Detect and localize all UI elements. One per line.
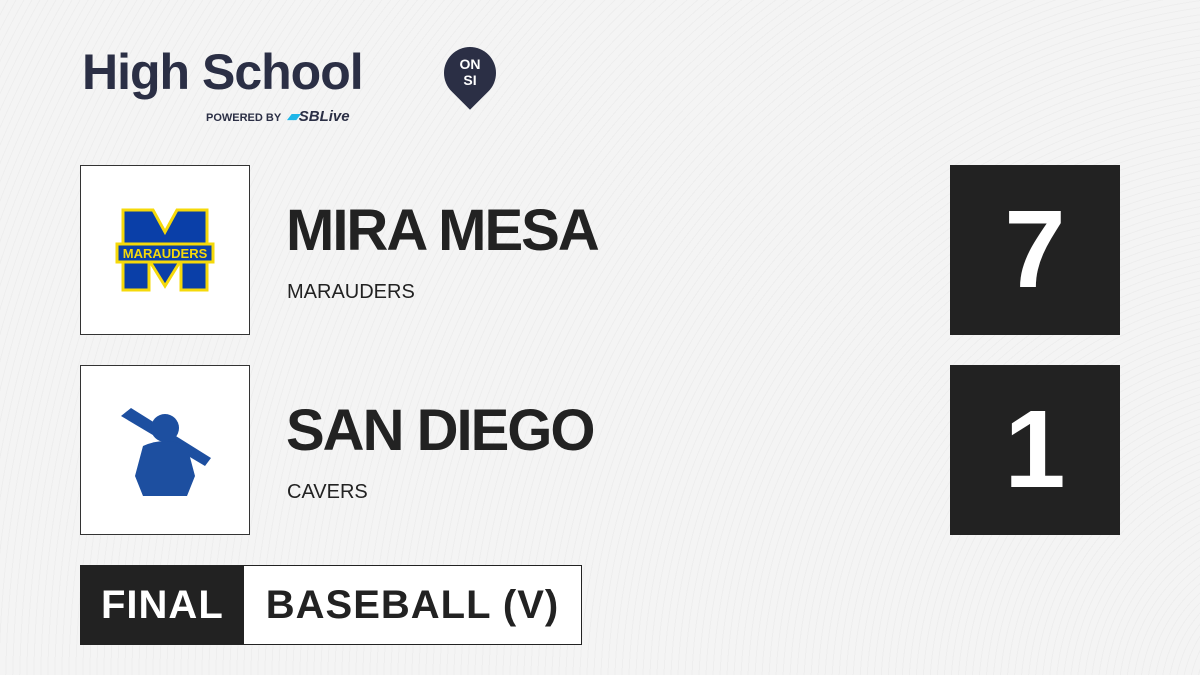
- powered-by-label: POWERED BY: [206, 112, 282, 124]
- sport-label: BASEBALL (V): [265, 583, 560, 627]
- team-mascot: MARAUDERS: [287, 281, 415, 303]
- game-status-bar: FINAL BASEBALL (V): [80, 565, 583, 645]
- team-logo-mira-mesa: MARAUDERS: [80, 165, 250, 335]
- marauders-m-icon: MARAUDERS: [115, 208, 215, 292]
- team-score: 1: [950, 365, 1120, 535]
- badge-top: ON: [459, 56, 481, 72]
- caveman-icon: [121, 408, 211, 496]
- svg-text:MARAUDERS: MARAUDERS: [123, 246, 208, 261]
- team-name: MIRA MESA: [286, 198, 600, 263]
- team-name: SAN DIEGO: [286, 398, 595, 463]
- team-logo-san-diego: [80, 365, 250, 535]
- status-final: FINAL: [81, 566, 244, 644]
- team-mascot: CAVERS: [287, 481, 368, 503]
- badge-bottom: SI: [463, 72, 477, 88]
- sblive-logo: ▰SBLive: [287, 108, 350, 125]
- team-score: 7: [950, 165, 1120, 335]
- high-school-on-si-logo: High School ON SI POWERED BY ▰SBLive: [82, 36, 507, 130]
- powered-by: POWERED BY ▰SBLive: [206, 109, 350, 126]
- on-si-pin-icon: ON SI: [433, 36, 507, 110]
- brand-title: High School: [82, 44, 364, 100]
